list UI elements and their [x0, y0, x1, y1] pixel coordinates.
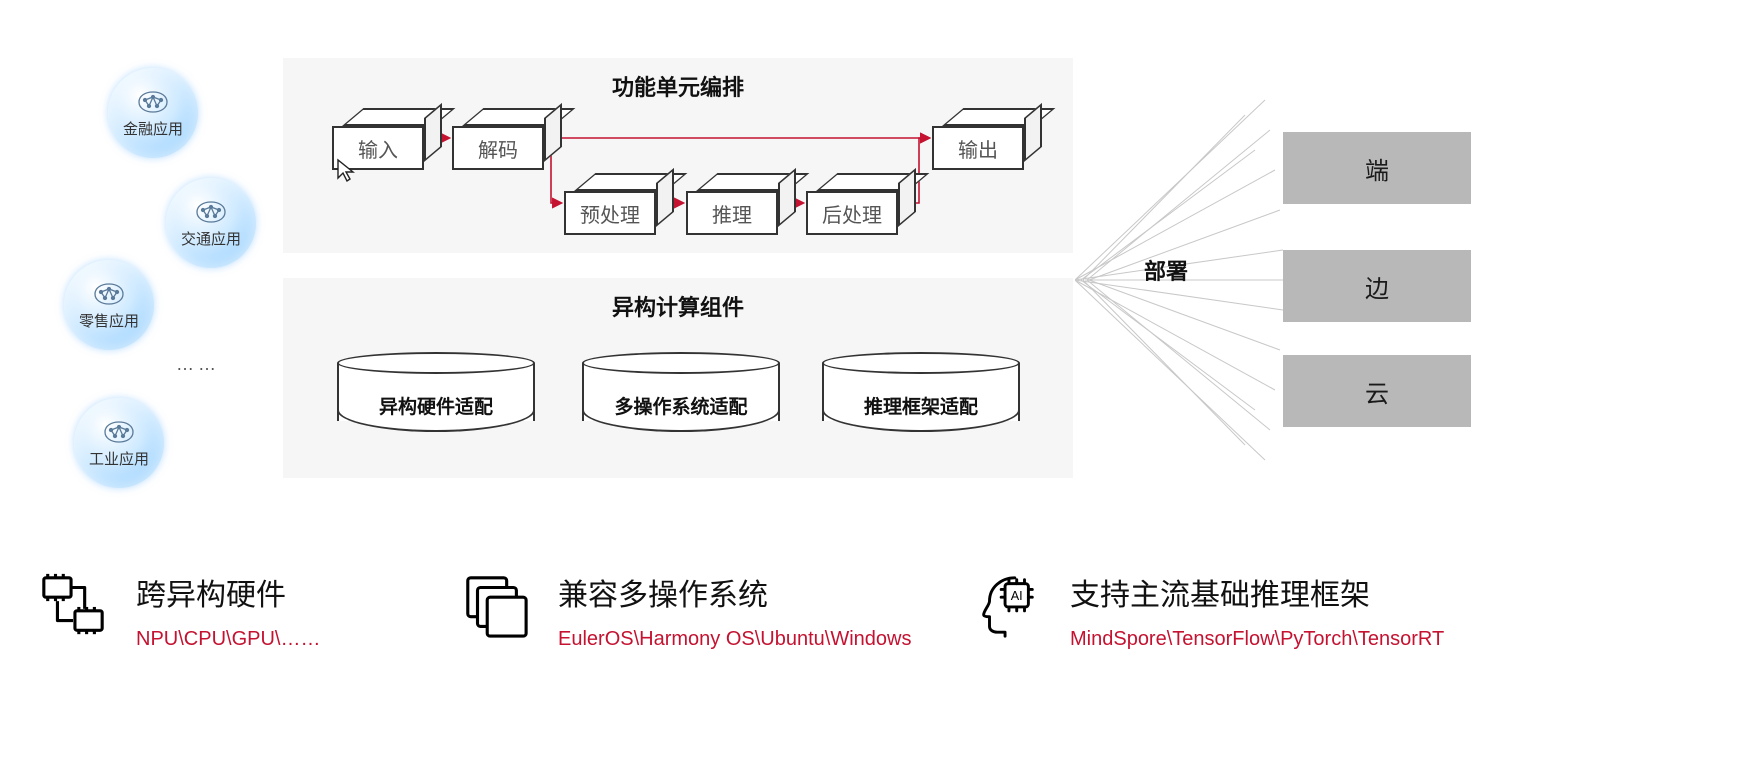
cursor-icon	[335, 158, 357, 184]
deploy-target-label: 端	[1365, 151, 1389, 186]
deploy-target-label: 云	[1365, 374, 1389, 409]
node-decode: 解码	[452, 108, 562, 170]
node-infer: 推理	[686, 173, 796, 235]
node-postprocess: 后处理	[806, 173, 916, 235]
app-bubble-retail: 零售应用	[64, 260, 154, 350]
feature-hardware: 跨异构硬件 NPU\CPU\GPU\……	[38, 570, 320, 651]
ai-head-icon: AI	[972, 570, 1042, 640]
deploy-target-cloud: 云	[1283, 355, 1471, 427]
node-preprocess: 预处理	[564, 173, 674, 235]
feature-title: 支持主流基础推理框架	[1070, 570, 1444, 614]
bubble-ellipsis: ……	[176, 354, 220, 375]
feature-framework: AI 支持主流基础推理框架 MindSpore\TensorFlow\PyTor…	[972, 570, 1444, 651]
feature-os: 兼容多操作系统 EulerOS\Harmony OS\Ubuntu\Window…	[460, 570, 911, 651]
app-bubble-finance: 金融应用	[108, 68, 198, 158]
svg-text:AI: AI	[1011, 589, 1023, 603]
bubble-label: 交通应用	[181, 228, 241, 249]
app-bubble-industry: 工业应用	[74, 398, 164, 488]
windows-stack-icon	[460, 570, 530, 640]
brain-icon	[191, 198, 231, 226]
bubble-label: 零售应用	[79, 310, 139, 331]
deploy-target-label: 边	[1365, 269, 1389, 304]
hetero-title: 异构计算组件	[283, 290, 1073, 322]
feature-subtitle: MindSpore\TensorFlow\PyTorch\TensorRT	[1070, 628, 1444, 651]
node-label: 输出	[958, 134, 998, 163]
node-label: 后处理	[822, 199, 882, 228]
cylinder-os: 多操作系统适配	[582, 352, 780, 440]
deploy-target-edge: 边	[1283, 250, 1471, 322]
feature-subtitle: EulerOS\Harmony OS\Ubuntu\Windows	[558, 628, 911, 651]
bubble-label: 金融应用	[123, 118, 183, 139]
node-label: 预处理	[580, 199, 640, 228]
cylinder-label: 异构硬件适配	[337, 392, 535, 419]
feature-subtitle: NPU\CPU\GPU\……	[136, 628, 320, 651]
cylinder-label: 多操作系统适配	[582, 392, 780, 419]
feature-title: 兼容多操作系统	[558, 570, 911, 614]
cylinder-hardware: 异构硬件适配	[337, 352, 535, 440]
node-label: 推理	[712, 199, 752, 228]
node-label: 输入	[358, 134, 398, 163]
brain-icon	[133, 88, 173, 116]
chips-icon	[38, 570, 108, 640]
brain-icon	[89, 280, 129, 308]
feature-title: 跨异构硬件	[136, 570, 320, 614]
app-bubble-traffic: 交通应用	[166, 178, 256, 268]
node-label: 解码	[478, 134, 518, 163]
node-output: 输出	[932, 108, 1042, 170]
bubble-label: 工业应用	[89, 448, 149, 469]
brain-icon	[99, 418, 139, 446]
cylinder-label: 推理框架适配	[822, 392, 1020, 419]
cylinder-framework: 推理框架适配	[822, 352, 1020, 440]
deploy-target-device: 端	[1283, 132, 1471, 204]
orchestration-title: 功能单元编排	[283, 70, 1073, 102]
deploy-label: 部署	[1144, 254, 1188, 286]
